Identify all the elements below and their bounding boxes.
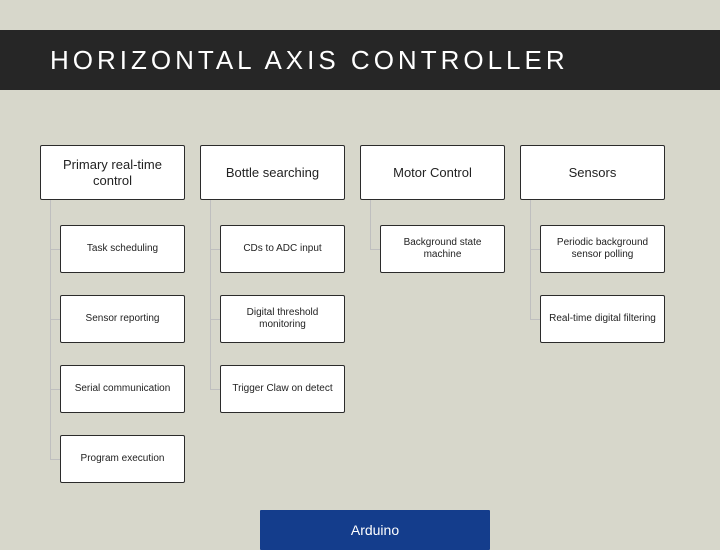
connector-elbow [530,319,540,320]
connector-elbow [210,249,220,250]
connector-elbow [530,249,540,250]
title-band: HORIZONTAL AXIS CONTROLLER [0,30,720,90]
child-cds-adc: CDs to ADC input [220,225,345,273]
child-trigger-claw: Trigger Claw on detect [220,365,345,413]
child-background-state-machine: Background state machine [380,225,505,273]
child-periodic-polling: Periodic background sensor polling [540,225,665,273]
connector-stem [530,200,531,320]
footer-arduino: Arduino [260,510,490,550]
connector-elbow [210,319,220,320]
child-sensor-reporting: Sensor reporting [60,295,185,343]
child-digital-threshold: Digital threshold monitoring [220,295,345,343]
header-sensors: Sensors [520,145,665,200]
connector-stem [210,200,211,390]
connector-elbow [210,389,220,390]
header-motor-control: Motor Control [360,145,505,200]
connector-elbow [370,249,380,250]
connector-elbow [50,319,60,320]
org-chart: Primary real-time control Task schedulin… [40,120,690,520]
header-bottle-searching: Bottle searching [200,145,345,200]
header-primary-realtime: Primary real-time control [40,145,185,200]
connector-elbow [50,249,60,250]
child-task-scheduling: Task scheduling [60,225,185,273]
connector-stem [370,200,371,250]
connector-elbow [50,389,60,390]
connector-stem [50,200,51,460]
child-program-execution: Program execution [60,435,185,483]
page-title: HORIZONTAL AXIS CONTROLLER [50,45,569,76]
child-realtime-filtering: Real-time digital filtering [540,295,665,343]
connector-elbow [50,459,60,460]
child-serial-communication: Serial communication [60,365,185,413]
